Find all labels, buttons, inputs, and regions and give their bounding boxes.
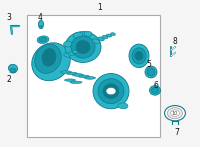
FancyBboxPatch shape [27,15,160,137]
Ellipse shape [111,33,115,35]
Ellipse shape [38,20,44,28]
Text: 5: 5 [147,60,151,69]
Ellipse shape [76,40,90,54]
Ellipse shape [64,53,70,57]
Ellipse shape [64,41,72,47]
Ellipse shape [103,84,119,98]
Text: 10: 10 [172,111,178,116]
Ellipse shape [73,32,83,38]
Text: 2: 2 [7,75,11,84]
Circle shape [171,110,179,116]
Ellipse shape [42,49,56,66]
Ellipse shape [8,64,18,72]
Circle shape [106,87,116,95]
Ellipse shape [132,48,146,64]
Ellipse shape [135,51,143,60]
Text: 7: 7 [175,128,179,137]
Ellipse shape [66,72,78,75]
Ellipse shape [71,36,95,58]
Ellipse shape [70,81,82,83]
Ellipse shape [32,43,70,81]
Ellipse shape [37,36,49,44]
Ellipse shape [68,52,74,55]
Text: 4: 4 [38,13,42,22]
Text: 6: 6 [154,81,158,90]
Ellipse shape [102,35,108,39]
Ellipse shape [98,37,104,41]
Ellipse shape [64,79,76,81]
Ellipse shape [65,32,101,62]
Ellipse shape [10,68,16,73]
Ellipse shape [35,44,61,73]
Text: 8: 8 [173,37,177,46]
Ellipse shape [60,71,72,73]
Ellipse shape [92,39,100,44]
Ellipse shape [78,75,90,78]
Circle shape [165,106,185,121]
Text: 3: 3 [7,13,11,22]
Text: 1: 1 [98,3,102,12]
Ellipse shape [84,31,92,36]
Ellipse shape [129,44,149,68]
Ellipse shape [39,26,43,29]
Ellipse shape [98,79,124,104]
Ellipse shape [150,86,160,95]
Ellipse shape [72,50,78,53]
Ellipse shape [147,68,155,76]
Ellipse shape [39,37,47,42]
Ellipse shape [152,87,158,93]
Ellipse shape [84,77,96,79]
Ellipse shape [145,66,157,78]
Ellipse shape [106,34,112,37]
Ellipse shape [118,103,128,109]
Circle shape [167,108,183,119]
Ellipse shape [72,74,84,76]
Ellipse shape [93,74,129,109]
